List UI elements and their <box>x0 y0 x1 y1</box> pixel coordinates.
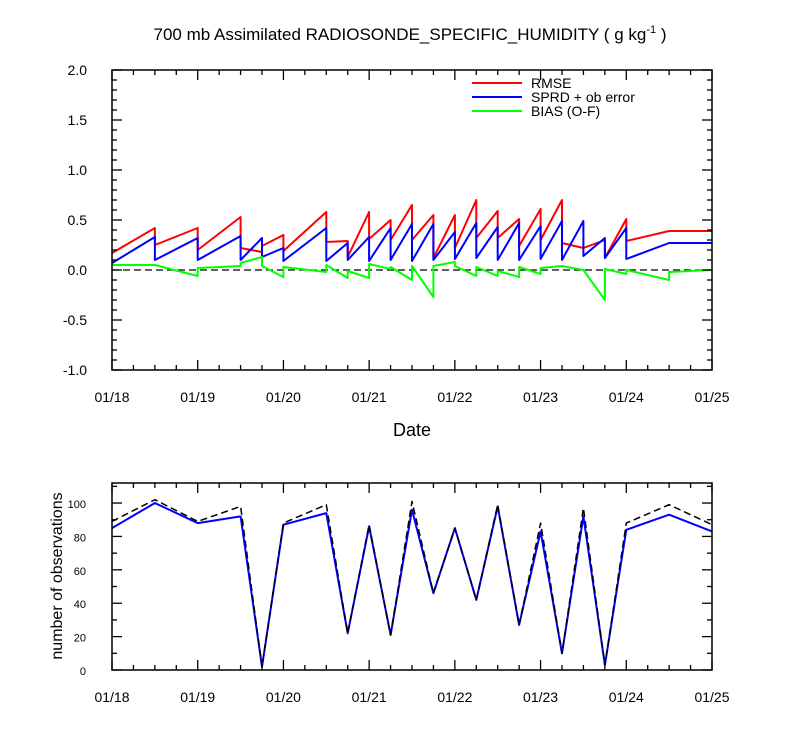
top-y-tick-label: 0.0 <box>68 262 88 278</box>
legend-label-rmse: RMSE <box>531 75 571 91</box>
top-y-tick-label: 2.0 <box>68 62 88 78</box>
top-x-tick-label: 01/25 <box>694 389 729 405</box>
top-x-tick-label: 01/23 <box>523 389 558 405</box>
top-panel: 01/18 01/19 01/20 01/21 01/22 01/23 01/24 01/25… <box>63 62 730 440</box>
top-series-group <box>111 199 713 301</box>
top-x-tick-label: 01/20 <box>266 389 301 405</box>
bottom-panel: 01/18 01/19 01/20 01/21 01/22 01/23 01/24 01/25… <box>49 482 730 705</box>
top-series-bias-o-f <box>112 256 713 301</box>
bottom-y-tick-label: 40 <box>74 599 86 611</box>
bottom-x-tick-label: 01/24 <box>609 689 644 705</box>
bottom-x-tick-label: 01/19 <box>180 689 215 705</box>
bottom-y-tick-label: 0 <box>80 666 86 678</box>
top-y-tick-label: -0.5 <box>63 312 87 328</box>
chart-title-superscript: -1 <box>646 24 656 36</box>
bottom-series-observations-possible <box>111 498 713 668</box>
bottom-x-tick-label: 01/25 <box>694 689 729 705</box>
bottom-ticks-group: 01/18 01/19 01/20 01/21 01/22 01/23 01/24 01/25… <box>68 483 730 705</box>
chart-title-main: 700 mb Assimilated RADIOSONDE_SPECIFIC_H… <box>154 25 647 44</box>
bottom-y-axis-label: number of observations <box>49 492 66 659</box>
bottom-x-tick-label: 01/18 <box>94 689 129 705</box>
bottom-y-tick-label: 80 <box>74 532 86 544</box>
top-y-tick-label: 1.0 <box>68 162 88 178</box>
bottom-y-tick-label: 100 <box>68 499 86 511</box>
top-x-tick-label: 01/19 <box>180 389 215 405</box>
top-series-sprd-ob-error <box>111 220 712 264</box>
top-x-axis-label: Date <box>393 420 431 440</box>
top-y-tick-label: -1.0 <box>63 362 87 378</box>
bottom-y-tick-label: 20 <box>74 633 86 645</box>
legend-label-sprd: SPRD + ob error <box>531 89 635 105</box>
bottom-series-group <box>111 498 713 668</box>
bottom-x-tick-label: 01/23 <box>523 689 558 705</box>
chart-title-end: ) <box>656 25 666 44</box>
top-x-tick-label: 01/22 <box>437 389 472 405</box>
top-y-tick-label: 1.5 <box>68 112 88 128</box>
top-x-tick-label: 01/21 <box>352 389 387 405</box>
top-x-tick-label: 01/24 <box>609 389 644 405</box>
bottom-y-tick-label: 60 <box>74 566 86 578</box>
bottom-x-tick-label: 01/22 <box>437 689 472 705</box>
legend: RMSE SPRD + ob error BIAS (O-F) <box>472 75 635 119</box>
legend-label-bias: BIAS (O-F) <box>531 103 600 119</box>
bottom-x-tick-label: 01/20 <box>266 689 301 705</box>
top-ticks-group: 01/18 01/19 01/20 01/21 01/22 01/23 01/24 01/25… <box>63 62 730 405</box>
top-y-tick-label: 0.5 <box>68 212 88 228</box>
bottom-x-tick-label: 01/21 <box>352 689 387 705</box>
chart-title: 700 mb Assimilated RADIOSONDE_SPECIFIC_H… <box>154 24 667 44</box>
top-x-tick-label: 01/18 <box>94 389 129 405</box>
top-series-rmse <box>111 199 712 259</box>
bottom-series-observations-used <box>111 502 713 668</box>
